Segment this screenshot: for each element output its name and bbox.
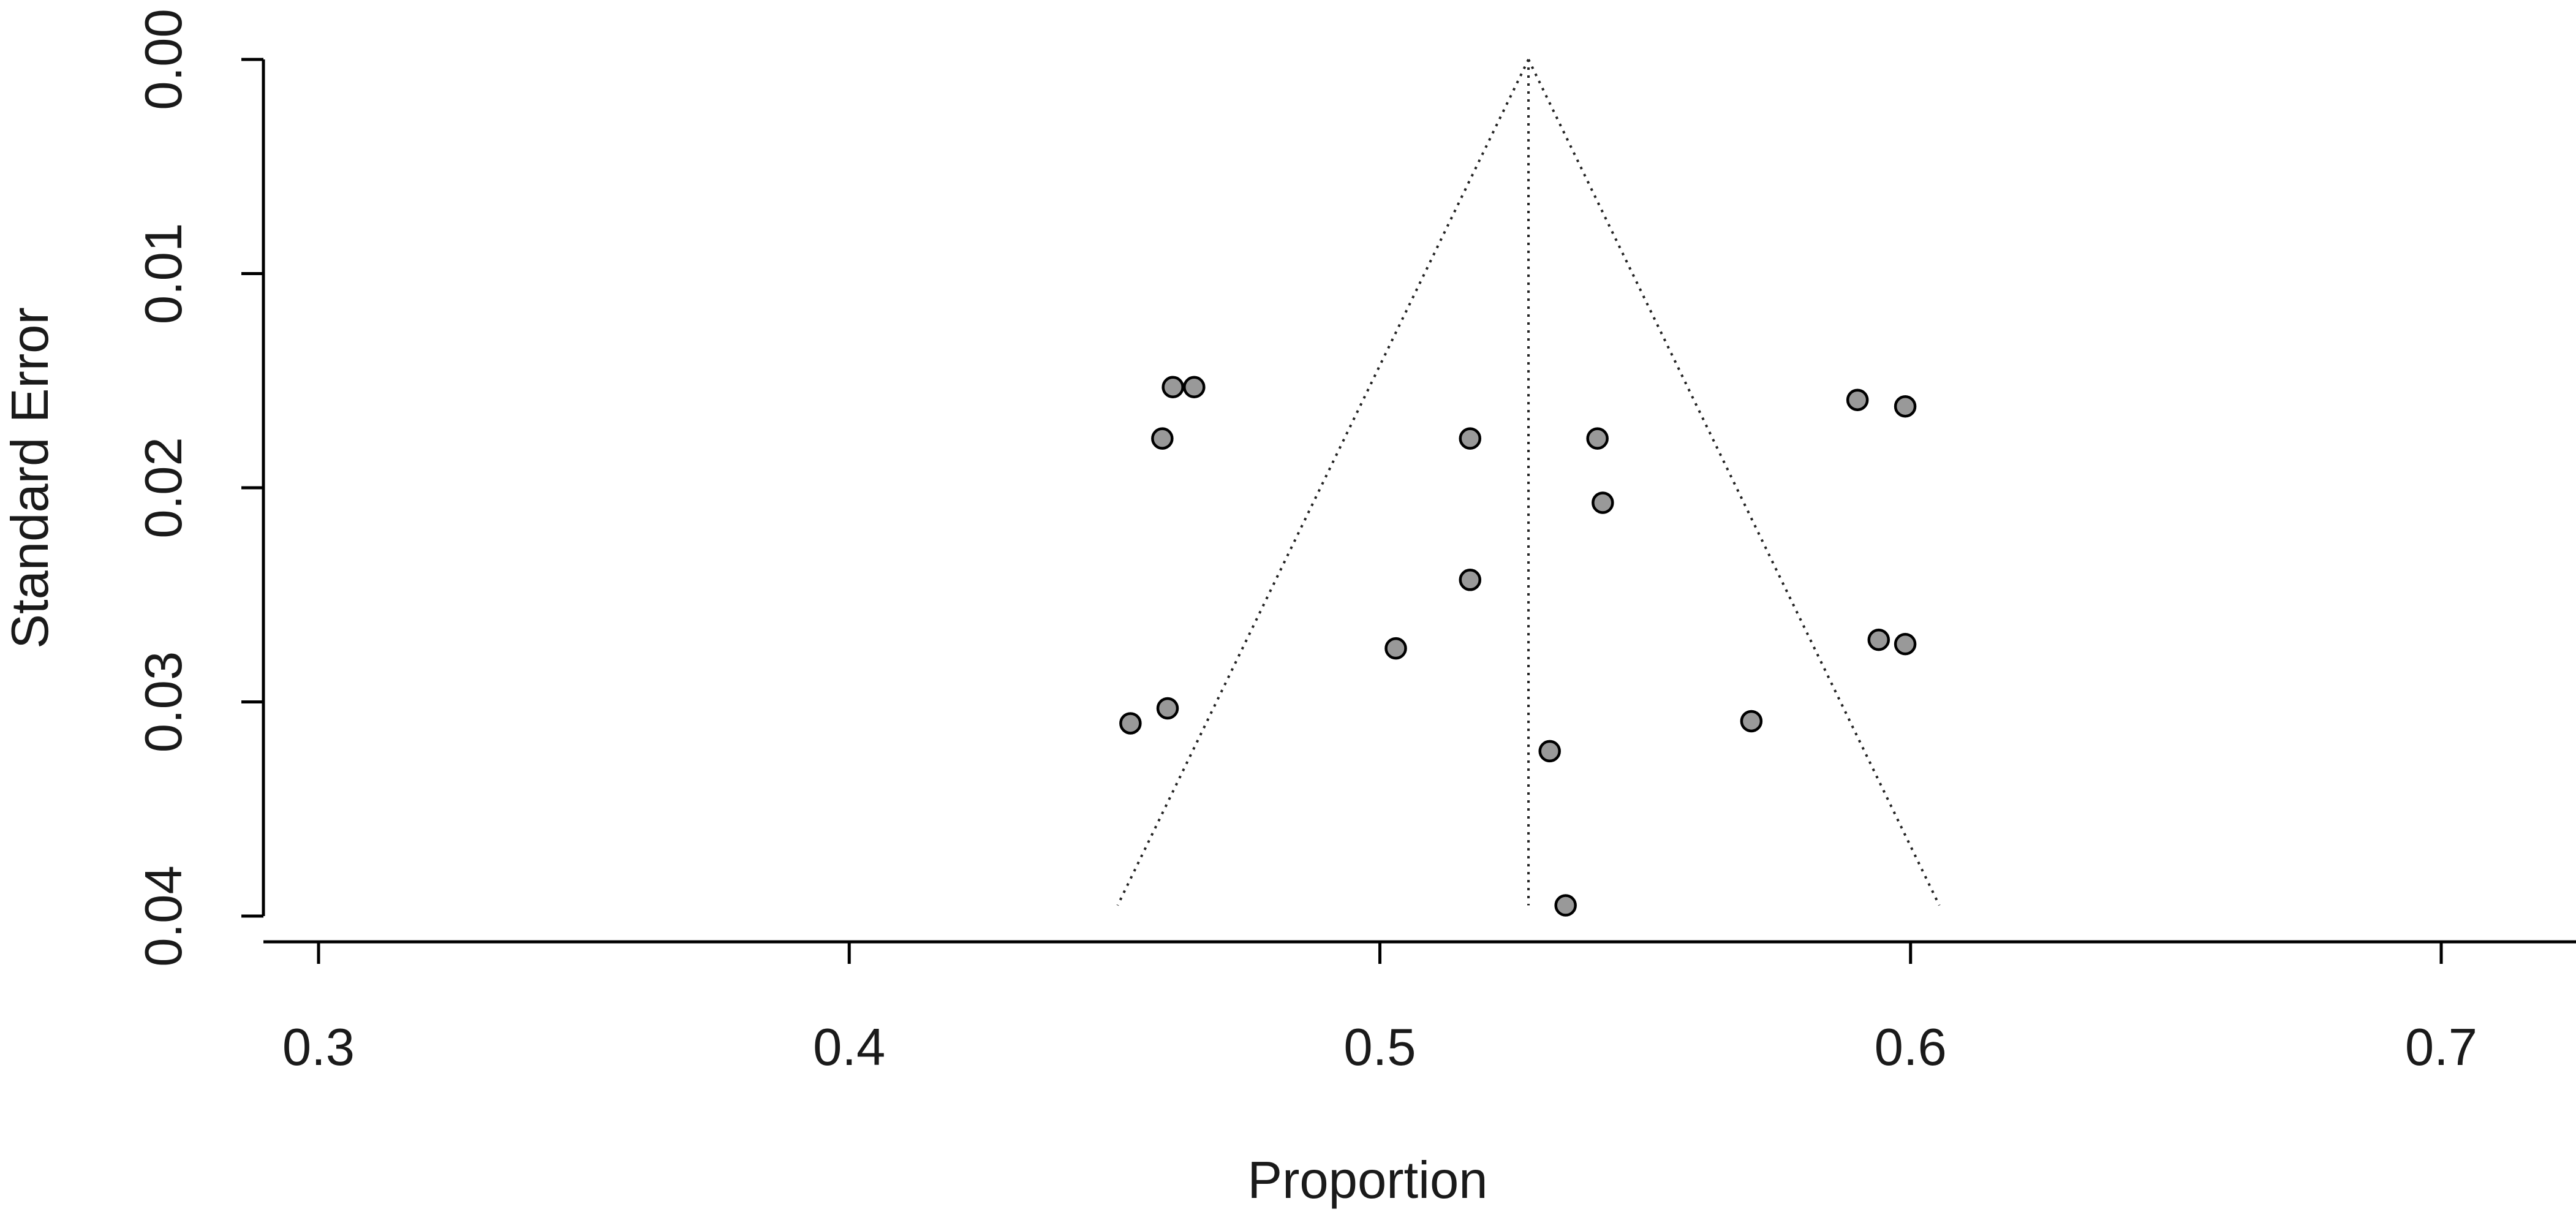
y-axis-title: Standard Error [1,307,59,648]
x-tick-label: 0.5 [1343,1018,1416,1077]
data-point [1894,632,1917,656]
data-point [1586,427,1609,450]
data-point [1183,376,1206,398]
y-tick-label: 0.00 [135,9,193,110]
data-point [1459,427,1482,450]
data-point [1459,569,1482,591]
data-point [1119,712,1142,735]
y-tick-label: 0.02 [135,437,193,538]
data-point [1161,376,1184,398]
data-point [1156,697,1179,720]
data-point [1151,427,1174,450]
data-point [1384,637,1407,660]
y-tick-label: 0.03 [135,651,193,752]
x-tick-label: 0.6 [1875,1018,1947,1077]
x-tick-label: 0.3 [282,1018,355,1077]
data-point [1538,740,1561,763]
axis-labels: Proportion Standard Error [1,307,1488,1210]
funnel-right-bound [1527,59,1941,906]
data-point [1740,710,1763,733]
x-axis-title: Proportion [1247,1151,1487,1210]
data-point [1846,388,1869,411]
y-tick-label: 0.01 [135,223,193,324]
axes: 0.3 0.4 0.5 0.6 0.7 0.00 0.01 0.02 0.03 0.04 [135,9,2576,1077]
funnel-lines [1116,59,1941,906]
data-point [1592,491,1614,514]
x-tick-label: 0.4 [813,1018,885,1077]
data-points [1119,376,1917,917]
x-tick-label: 0.7 [2405,1018,2477,1077]
data-point [1867,628,1890,651]
funnel-left-bound [1116,59,1530,906]
y-tick-label: 0.04 [135,865,193,966]
data-point [1554,894,1577,917]
data-point [1894,395,1917,418]
